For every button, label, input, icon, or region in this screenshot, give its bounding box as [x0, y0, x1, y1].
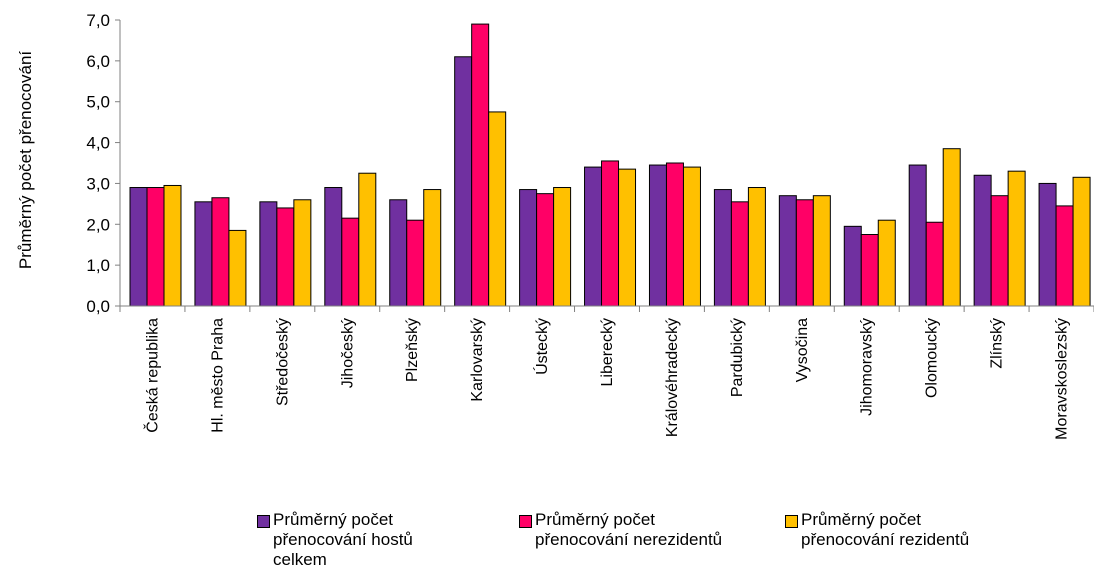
bar	[925, 221, 944, 307]
x-tick-label: Zlínský	[989, 318, 1006, 369]
bars	[129, 23, 1091, 307]
bar	[129, 187, 148, 307]
legend-item-rezidenti: Průměrný počet přenocování rezidentů	[785, 510, 991, 550]
bar	[423, 189, 442, 307]
bar	[713, 189, 732, 307]
bar	[1038, 182, 1057, 307]
bar	[358, 172, 377, 307]
bar	[1055, 205, 1074, 307]
bar	[276, 207, 295, 307]
legend-item-celkem: Průměrný počet přenocování hostů celkem	[257, 510, 463, 570]
x-tick-label: Jihomoravský	[859, 318, 876, 416]
bar	[648, 164, 667, 307]
legend-swatch-nerezidenti	[519, 515, 532, 528]
x-tick-label: Jihočeský	[339, 318, 356, 388]
bar	[471, 23, 490, 307]
bar	[194, 201, 213, 307]
bar	[730, 201, 749, 307]
y-tick-label: 3,0	[86, 174, 110, 193]
bar	[211, 197, 230, 307]
bar	[795, 199, 814, 307]
bar	[454, 56, 473, 307]
bar	[584, 166, 603, 307]
y-tick-label: 6,0	[86, 52, 110, 71]
legend-swatch-celkem	[257, 515, 270, 528]
bar	[228, 229, 247, 307]
bar	[406, 219, 425, 307]
bar	[341, 217, 360, 307]
y-axis: 0,0 1,0 2,0 3,0 4,0 5,0 6,0 7,0	[86, 11, 121, 316]
bar	[682, 166, 701, 307]
bar	[324, 187, 343, 307]
x-tick-label: Vysočina	[794, 318, 811, 382]
x-tick-label: Olomoucký	[924, 318, 941, 398]
bar	[618, 168, 637, 307]
bar	[519, 189, 538, 307]
bar	[146, 187, 165, 307]
legend: Průměrný počet přenocování hostů celkem …	[0, 510, 1094, 583]
x-tick-label: Moravskoslezský	[1054, 318, 1071, 440]
x-tick-label: Česká republika	[142, 318, 161, 433]
y-tick-label: 0,0	[86, 297, 110, 316]
legend-label-rezidenti: Průměrný počet přenocování rezidentů	[801, 510, 970, 549]
x-tick-label: Liberecký	[599, 318, 616, 386]
legend-label-nerezidenti: Průměrný počet přenocování nerezidentů	[535, 510, 723, 549]
y-axis-label: Průměrný počet přenocování	[16, 51, 35, 270]
bar	[601, 160, 620, 307]
x-tick-label: Hl. město Praha	[209, 318, 226, 433]
bar	[843, 225, 862, 307]
bar	[488, 111, 507, 307]
bar	[973, 174, 992, 307]
bar	[778, 195, 797, 307]
bar	[942, 148, 961, 307]
legend-swatch-rezidenti	[785, 515, 798, 528]
bar	[665, 162, 684, 307]
bar	[163, 184, 182, 307]
x-tick-label: Královéhradecký	[664, 318, 681, 437]
bar-chart: Průměrný počet přenocování 0,0 1,0 2,0 3,0 4…	[16, 11, 1094, 440]
x-tick-label: Pardubický	[729, 318, 746, 397]
y-tick-label: 2,0	[86, 215, 110, 234]
bar	[877, 219, 896, 307]
bar	[259, 201, 278, 307]
bar	[908, 164, 927, 307]
bar	[990, 195, 1009, 307]
y-tick-label: 7,0	[86, 11, 110, 30]
bar	[1072, 176, 1091, 307]
bar	[860, 234, 879, 307]
x-tick-label: Středočeský	[274, 318, 291, 406]
legend-label-celkem: Průměrný počet přenocování hostů celkem	[273, 510, 413, 569]
x-tick-label: Ústecký	[532, 318, 551, 375]
bar	[747, 187, 766, 307]
y-tick-label: 4,0	[86, 134, 110, 153]
bar	[389, 199, 408, 307]
bar	[536, 193, 555, 307]
y-tick-label: 5,0	[86, 93, 110, 112]
bar	[812, 195, 831, 307]
bar	[1007, 170, 1026, 307]
bar	[293, 199, 312, 307]
legend-item-nerezidenti: Průměrný počet přenocování nerezidentů	[519, 510, 725, 550]
bar	[553, 187, 572, 307]
y-tick-label: 1,0	[86, 256, 110, 275]
x-tick-label: Karlovarský	[469, 318, 486, 402]
x-axis: Česká republika Hl. město Praha Středočesk…	[119, 305, 1094, 440]
x-tick-label: Plzeňský	[404, 318, 421, 382]
